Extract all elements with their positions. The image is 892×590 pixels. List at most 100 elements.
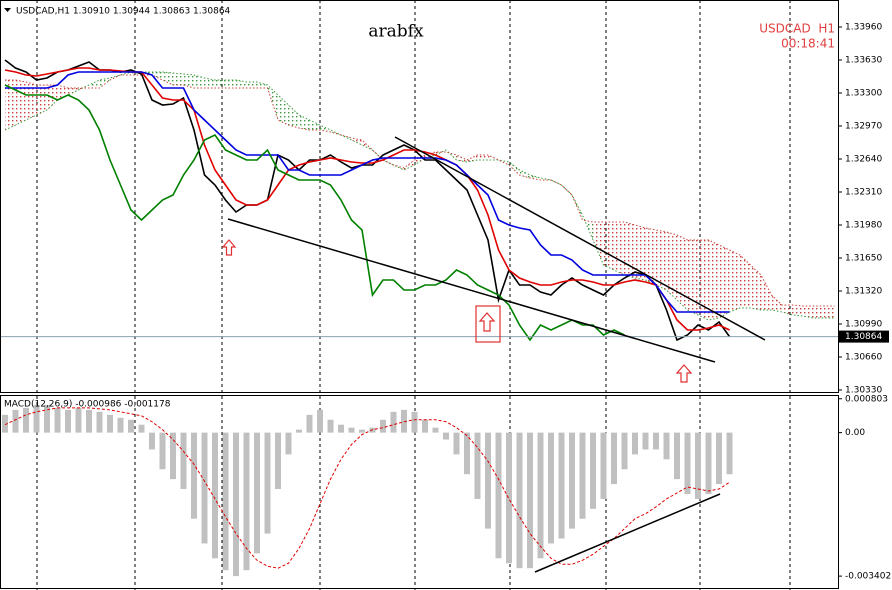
cloud-segment xyxy=(572,195,583,220)
series-line xyxy=(4,407,730,569)
histogram-bar xyxy=(527,432,533,569)
cloud-segment xyxy=(519,170,530,178)
y-tick-label: 1.31980 xyxy=(845,221,882,231)
histogram-bar xyxy=(359,429,365,433)
y-tick-label: 1.33300 xyxy=(845,89,882,99)
histogram-bar xyxy=(516,432,523,569)
histogram-bar xyxy=(611,432,617,485)
histogram-bar xyxy=(600,432,607,499)
y-tick-label: 1.33630 xyxy=(845,56,882,66)
histogram-bar xyxy=(306,414,313,433)
cloud-segment xyxy=(36,85,47,115)
histogram-bar xyxy=(684,432,691,494)
y-tick-label: 1.32310 xyxy=(845,188,882,198)
histogram-bar xyxy=(107,414,113,433)
histogram-bar xyxy=(54,407,61,433)
histogram-bar xyxy=(453,432,460,455)
histogram-bar xyxy=(296,429,302,433)
price-layer: 1.33960 1.33630 1.33300 1.32970 1.32640 1.323… xyxy=(0,23,889,396)
histogram-bar xyxy=(390,411,397,433)
histogram-bar xyxy=(632,432,638,455)
cloud-segment xyxy=(824,306,835,318)
cloud-segment xyxy=(750,265,761,310)
histogram-bar xyxy=(33,404,40,433)
trendlines xyxy=(227,136,766,573)
histogram-bar xyxy=(96,411,103,433)
cloud-segment xyxy=(351,138,362,145)
cloud-segment xyxy=(194,75,205,88)
y-tick-label: 1.32970 xyxy=(845,122,882,132)
macd-layer: 0.000803 0.00 -0.003402 xyxy=(2,394,891,582)
histogram-bar xyxy=(380,419,386,433)
histogram-bar xyxy=(327,419,334,433)
histogram-bar xyxy=(201,432,208,544)
histogram-bar xyxy=(642,432,649,450)
histogram-bar xyxy=(716,432,722,485)
cloud-segment xyxy=(89,80,100,88)
cloud-segment xyxy=(215,80,226,88)
histogram-bar xyxy=(243,432,250,571)
cloud-segment xyxy=(15,80,26,125)
y-tick-label: 1.32640 xyxy=(845,155,882,165)
y-tick-label: 1.30330 xyxy=(845,386,882,396)
cloud-segment xyxy=(656,230,667,290)
histogram-bar xyxy=(558,432,565,539)
menu-triangle xyxy=(4,8,11,12)
histogram-bar xyxy=(128,419,134,433)
histogram-bar xyxy=(432,427,439,433)
cloud-segment xyxy=(509,162,520,175)
y-tick-label: 1.30660 xyxy=(845,353,882,363)
header: USDCAD,H1 1.30910 1.30944 1.30863 1.3086… xyxy=(16,7,231,17)
histogram-bar xyxy=(653,432,659,450)
cloud-segment xyxy=(635,225,646,280)
cloud-segment xyxy=(708,240,719,320)
histogram-bar xyxy=(23,407,29,433)
cloud-segment xyxy=(530,175,541,180)
cloud-segment xyxy=(603,222,614,270)
cloud-segment xyxy=(278,95,289,125)
histogram-bar xyxy=(264,432,271,534)
histogram-bar xyxy=(590,432,596,509)
histogram-bar xyxy=(569,432,575,529)
cloud-segment xyxy=(582,215,593,240)
cloud-segment xyxy=(183,74,194,88)
cloud-segment xyxy=(26,82,37,120)
cloud-segment xyxy=(666,232,677,300)
y-tick-label: 0.000803 xyxy=(845,394,888,404)
macd-panel-frame xyxy=(0,395,839,589)
symbol-label: USDCAD H1 xyxy=(759,22,835,36)
cloud-segment xyxy=(624,222,635,278)
cloud-segment xyxy=(288,105,299,128)
histogram-bar xyxy=(338,424,344,433)
cloud-segment xyxy=(729,250,740,312)
histogram-bar xyxy=(695,432,701,499)
histogram-bar xyxy=(170,432,176,480)
cloud-segment xyxy=(687,240,698,315)
histogram-bar xyxy=(212,432,218,559)
y-tick-label: 1.31320 xyxy=(845,287,882,297)
cloud-segment xyxy=(236,80,247,88)
cloud-segment xyxy=(246,82,257,88)
histogram-bar xyxy=(537,432,544,559)
histogram-bar xyxy=(86,409,92,433)
cloud-segment xyxy=(362,140,373,150)
series-line xyxy=(5,71,730,313)
histogram-bar xyxy=(149,432,155,450)
cloud-segment xyxy=(5,80,16,130)
cloud-segment xyxy=(309,120,320,130)
histogram-bar xyxy=(443,432,449,440)
cloud-segment xyxy=(698,240,709,320)
cloud-segment xyxy=(740,255,751,308)
histogram-bar xyxy=(548,432,554,544)
histogram-bar xyxy=(495,432,502,559)
chart-title: arabfx xyxy=(368,22,424,42)
histogram-bar xyxy=(117,417,124,433)
series-line xyxy=(4,71,835,321)
histogram-bar xyxy=(621,432,628,470)
histogram-bar xyxy=(474,432,481,499)
histogram-bar xyxy=(705,432,712,494)
cloud-segment xyxy=(761,275,772,310)
histogram-bar xyxy=(579,432,586,519)
histogram-bar xyxy=(191,432,197,519)
current-price-box xyxy=(839,330,889,343)
